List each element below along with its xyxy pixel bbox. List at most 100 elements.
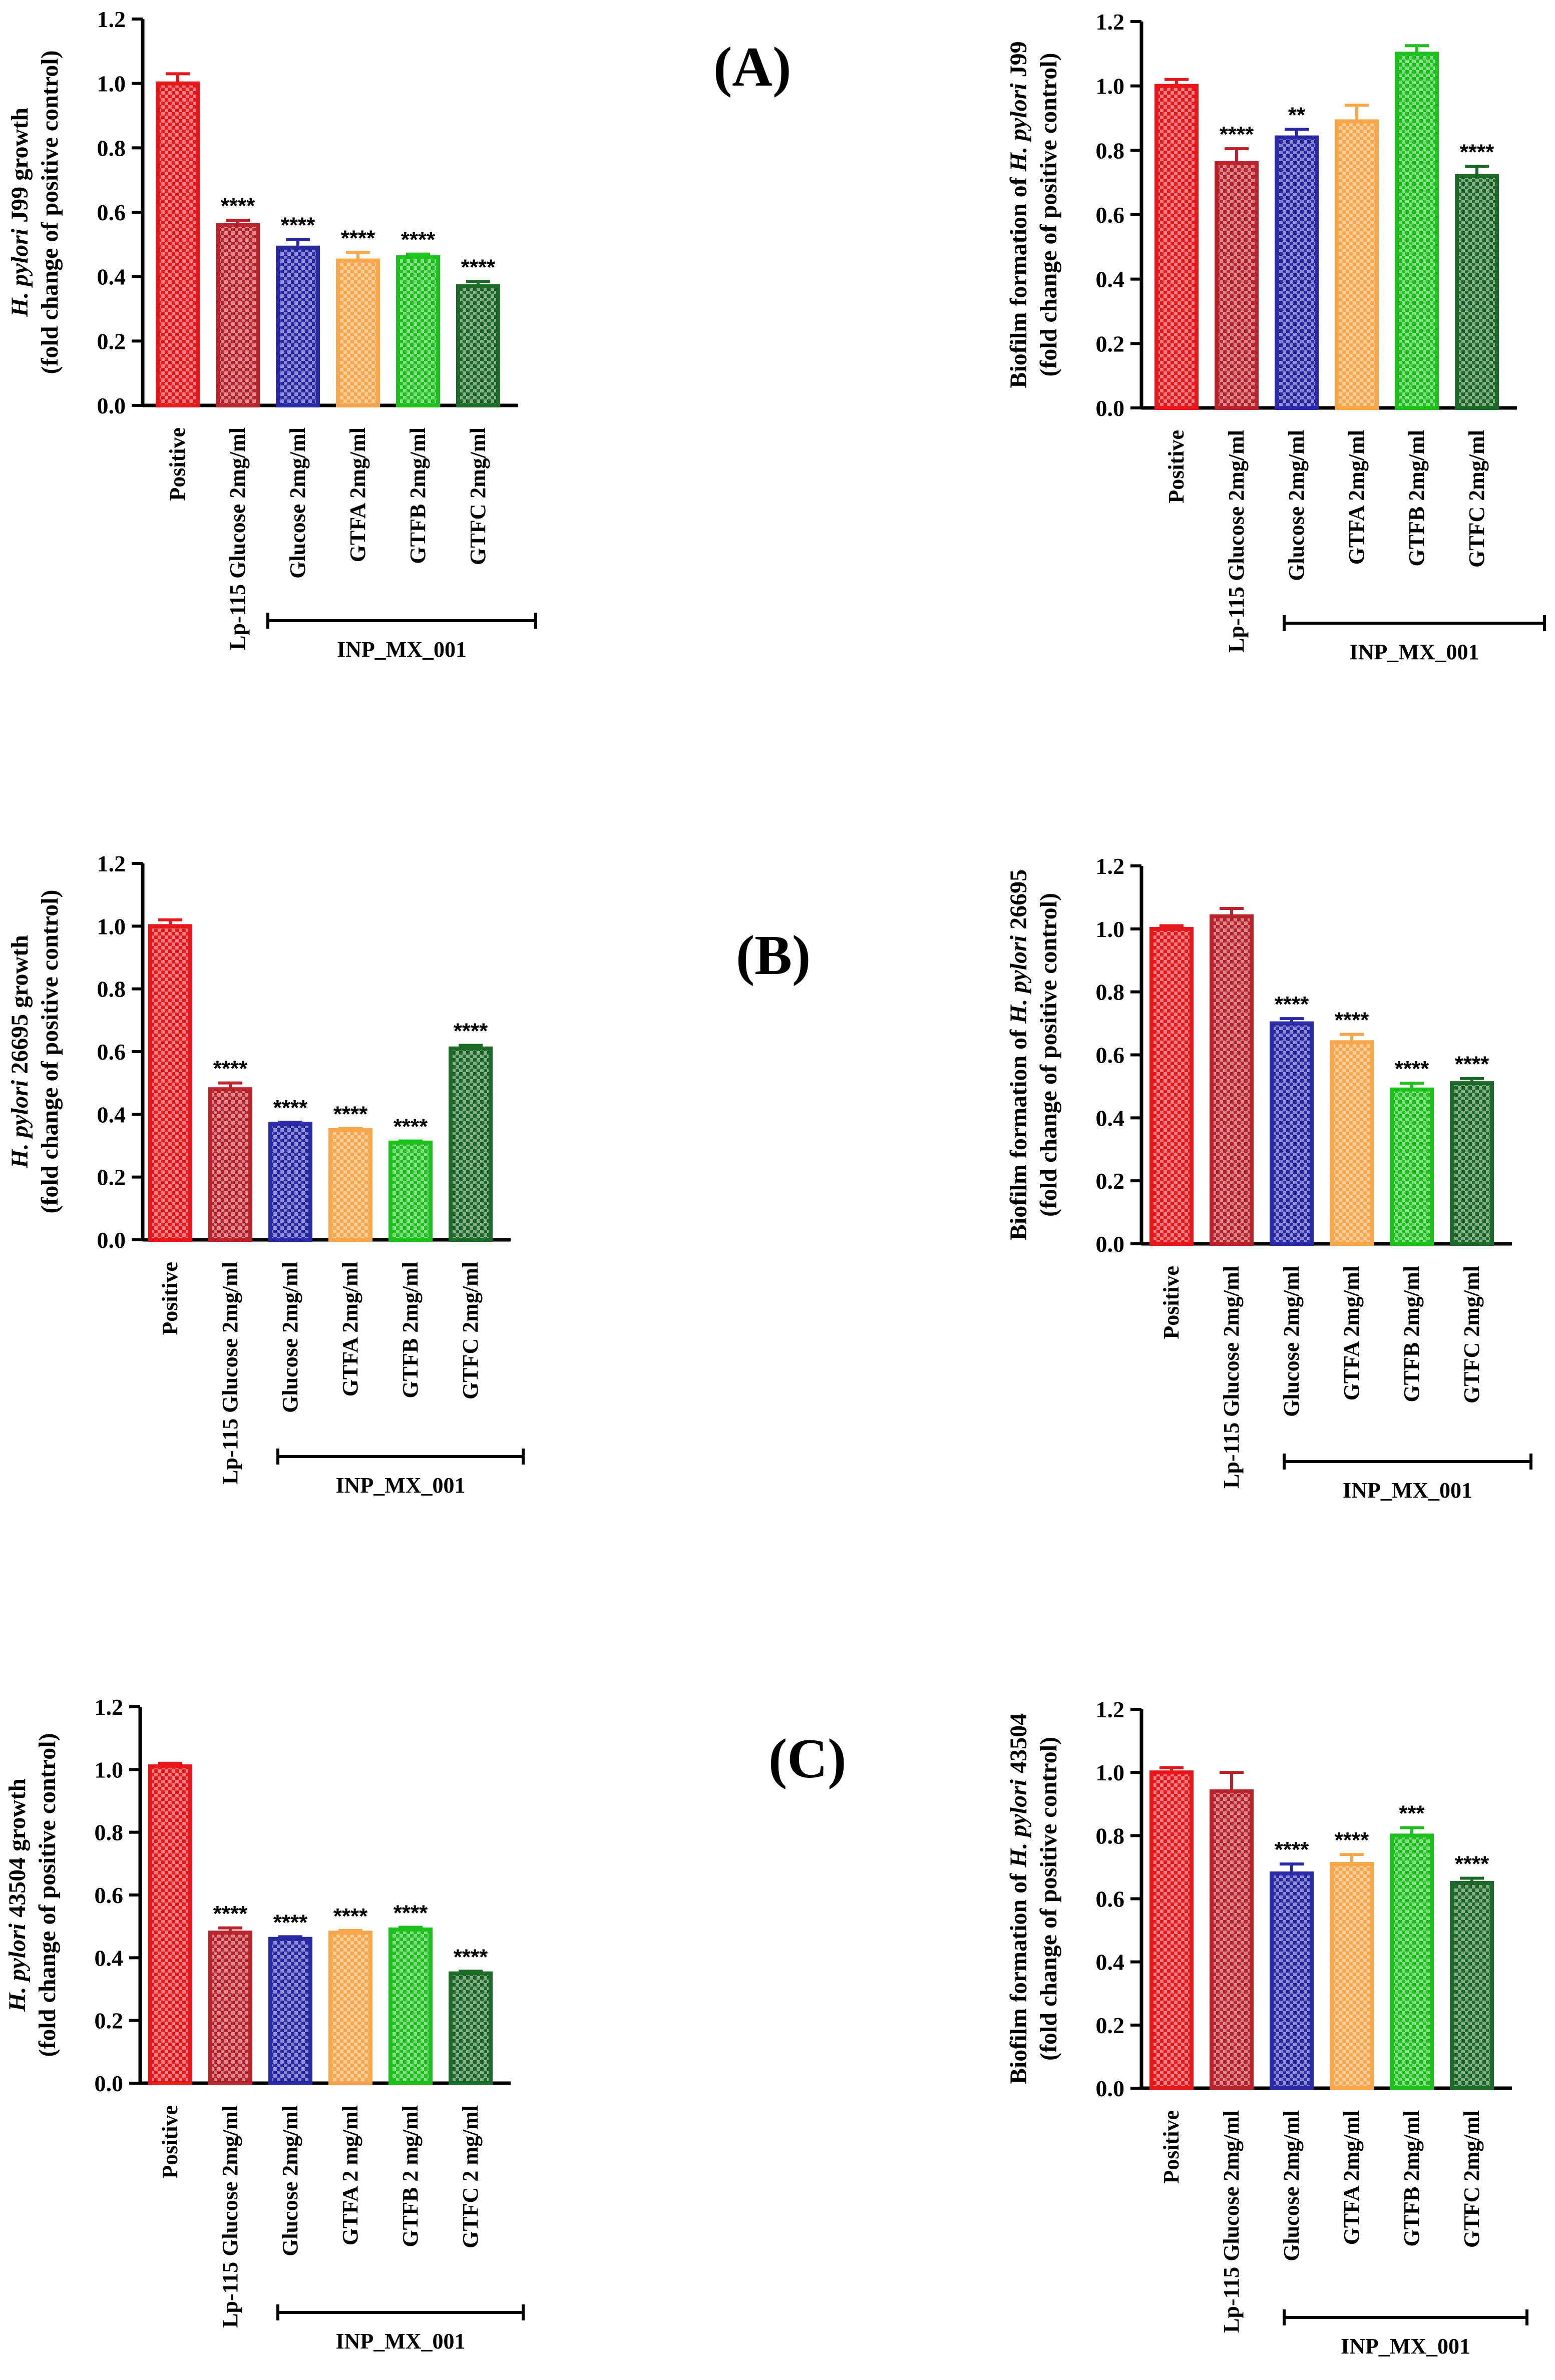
x-tick-label-1: Lp-115 Glucose 2mg/ml bbox=[1219, 2110, 1244, 2333]
bar-1 bbox=[208, 1931, 252, 2085]
bar-4 bbox=[396, 255, 440, 407]
significance-label-1: **** bbox=[213, 1057, 248, 1081]
y-tick-label: 1.0 bbox=[1096, 74, 1125, 99]
y-axis-label: H. pylori J99 growth bbox=[7, 108, 33, 317]
y-axis-label: H. pylori 26695 growth bbox=[7, 935, 33, 1169]
x-tick-label-0: Positive bbox=[1159, 1266, 1184, 1339]
y-tick-label: 0.0 bbox=[1096, 2076, 1125, 2101]
bar-5 bbox=[449, 1971, 493, 2086]
bar-4 bbox=[388, 1140, 433, 1242]
significance-label-5: **** bbox=[454, 1945, 488, 1969]
bar-4 bbox=[1395, 52, 1439, 410]
group-label: INP_MX_001 bbox=[1341, 2334, 1470, 2358]
y-tick-label: 1.0 bbox=[97, 71, 126, 97]
bar-2 bbox=[1275, 135, 1319, 410]
bar-1 bbox=[208, 1087, 252, 1242]
significance-label-3: **** bbox=[1335, 1008, 1369, 1033]
y-axis-label-line2: (fold change of positive control) bbox=[1035, 53, 1062, 376]
x-tick-label-5: GTFC 2mg/ml bbox=[466, 427, 490, 565]
x-tick-label-4: GTFB 2 mg/ml bbox=[398, 2105, 423, 2247]
significance-label-1: **** bbox=[213, 1901, 248, 1926]
y-tick-label: 1.0 bbox=[95, 1757, 124, 1782]
y-axis-label: H. pylori 43504 growth bbox=[4, 1778, 31, 2012]
significance-label-5: **** bbox=[1455, 1851, 1489, 1876]
x-tick-label-3: GTFA 2mg/ml bbox=[338, 1262, 362, 1396]
group-label: INP_MX_001 bbox=[337, 637, 467, 662]
bar-1 bbox=[1215, 161, 1259, 410]
y-tick-label: 0.8 bbox=[1096, 1823, 1125, 1848]
y-tick-label: 0.8 bbox=[1096, 980, 1125, 1005]
bar-3 bbox=[1335, 119, 1379, 410]
y-tick-label: 0.0 bbox=[95, 2071, 124, 2096]
bar-0 bbox=[148, 1764, 192, 2085]
bar-3 bbox=[1330, 1040, 1374, 1246]
y-tick-label: 1.2 bbox=[97, 7, 126, 32]
bar-3 bbox=[328, 1128, 372, 1242]
x-tick-label-2: Glucose 2mg/ml bbox=[1279, 2110, 1304, 2261]
y-tick-label: 0.4 bbox=[1096, 267, 1125, 292]
panel-label-a: (A) bbox=[713, 36, 792, 98]
significance-label-3: **** bbox=[333, 1102, 368, 1127]
y-tick-label: 0.8 bbox=[97, 977, 126, 1002]
significance-label-3: **** bbox=[333, 1904, 368, 1929]
chart-B-growth: 0.0 0.2 0.4 0.6 0.8 1.0 1.2 H. pylori 26695 gro… bbox=[7, 851, 525, 1498]
bar-5 bbox=[1450, 1880, 1494, 2090]
x-tick-label-1: Lp-115 Glucose 2mg/ml bbox=[1224, 430, 1249, 653]
x-tick-label-2: Glucose 2mg/ml bbox=[285, 427, 310, 579]
bar-0 bbox=[1149, 926, 1194, 1246]
bar-2 bbox=[1270, 1871, 1314, 2091]
group-label: INP_MX_001 bbox=[1343, 1478, 1472, 1503]
x-tick-label-5: GTFC 2mg/ml bbox=[1459, 2110, 1484, 2248]
y-tick-label: 0.2 bbox=[97, 1165, 126, 1190]
bar-5 bbox=[449, 1046, 493, 1242]
significance-label-4: **** bbox=[394, 1901, 428, 1926]
y-axis-label-line2: (fold change of positive control) bbox=[34, 1733, 61, 2057]
x-tick-label-3: GTFA 2mg/ml bbox=[345, 427, 370, 562]
x-tick-label-0: Positive bbox=[165, 427, 190, 501]
x-tick-label-4: GTFB 2mg/ml bbox=[406, 427, 430, 564]
bar-4 bbox=[1390, 1833, 1434, 2090]
y-tick-label: 1.2 bbox=[1096, 853, 1125, 879]
significance-label-2: **** bbox=[281, 213, 315, 238]
x-tick-label-1: Lp-115 Glucose 2mg/ml bbox=[1219, 1266, 1244, 1489]
x-tick-label-0: Positive bbox=[158, 1262, 182, 1335]
y-axis-label-line2: (fold change of positive control) bbox=[37, 889, 63, 1213]
chart-C-growth: 0.0 0.2 0.4 0.6 0.8 1.0 1.2 H. pylori 43504 gro… bbox=[4, 1694, 525, 2353]
y-axis-label: Biofilm formation of H. pylori J99 bbox=[1005, 41, 1032, 388]
y-tick-label: 0.8 bbox=[97, 135, 126, 161]
x-tick-label-2: Glucose 2mg/ml bbox=[1284, 430, 1309, 581]
x-tick-label-0: Positive bbox=[158, 2105, 182, 2179]
significance-label-5: **** bbox=[461, 255, 496, 279]
bar-3 bbox=[336, 258, 380, 407]
bar-4 bbox=[388, 1927, 433, 2086]
y-tick-label: 0.0 bbox=[97, 393, 126, 418]
y-tick-label: 0.4 bbox=[97, 1102, 126, 1127]
bar-1 bbox=[1210, 1789, 1254, 2090]
bar-5 bbox=[1450, 1081, 1494, 1246]
y-tick-label: 1.2 bbox=[1096, 9, 1125, 35]
significance-label-5: **** bbox=[1460, 140, 1494, 165]
y-axis-label: Biofilm formation of H. pylori 43504 bbox=[1005, 1713, 1032, 2084]
x-tick-label-0: Positive bbox=[1159, 2110, 1184, 2184]
significance-label-3: **** bbox=[341, 226, 375, 250]
x-tick-label-3: GTFA 2mg/ml bbox=[1344, 430, 1369, 565]
bar-3 bbox=[1330, 1862, 1374, 2091]
group-label: INP_MX_001 bbox=[335, 1473, 465, 1498]
bar-1 bbox=[1210, 914, 1254, 1246]
bar-0 bbox=[148, 924, 192, 1242]
bar-2 bbox=[268, 1122, 312, 1242]
x-tick-label-1: Lp-115 Glucose 2mg/ml bbox=[218, 2105, 242, 2328]
chart-A-growth: 0.0 0.2 0.4 0.6 0.8 1.0 1.2 H. pylori J99 growt… bbox=[7, 7, 537, 662]
x-tick-label-5: GTFC 2mg/ml bbox=[1459, 1266, 1484, 1403]
significance-label-4: **** bbox=[401, 228, 436, 252]
x-tick-label-2: Glucose 2mg/ml bbox=[1279, 1266, 1304, 1417]
x-tick-label-5: GTFC 2mg/ml bbox=[1464, 430, 1489, 568]
panel-label-c: (C) bbox=[768, 1728, 847, 1790]
significance-label-1: **** bbox=[221, 194, 255, 218]
y-axis-label-line2: (fold change of positive control) bbox=[37, 50, 63, 374]
bar-0 bbox=[156, 81, 200, 407]
y-tick-label: 0.4 bbox=[1096, 1950, 1125, 1975]
y-tick-label: 0.6 bbox=[97, 200, 126, 225]
y-axis-label-line2: (fold change of positive control) bbox=[1035, 893, 1062, 1217]
